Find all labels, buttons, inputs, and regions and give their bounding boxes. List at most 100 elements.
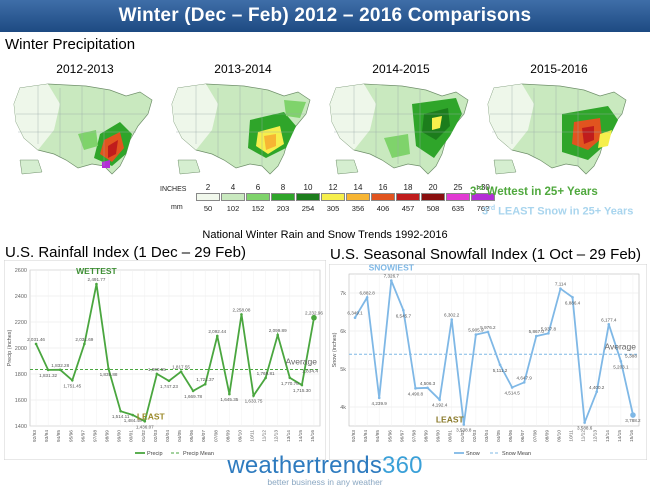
- data-point: [107, 367, 110, 371]
- y-tick-label: 5k: [340, 367, 346, 373]
- data-point: [583, 421, 586, 424]
- x-tick-label: 07/08: [213, 430, 219, 442]
- page-title: Winter (Dec – Feb) 2012 – 2016 Compariso…: [0, 0, 650, 32]
- legend-swatch: [421, 193, 445, 201]
- y-tick-label: 2600: [15, 268, 27, 274]
- data-label: 5,111.2: [493, 368, 508, 373]
- high-annotation: SNOWIEST: [369, 264, 415, 273]
- data-label: 1,645.35: [220, 397, 238, 402]
- data-point: [58, 368, 62, 372]
- data-label: 1,436.07: [136, 424, 154, 429]
- data-label: 2,092.44: [208, 329, 226, 334]
- data-label: 1,747.23: [160, 384, 178, 389]
- legend-mm-value: 254: [301, 204, 315, 213]
- legend-swatch: [446, 193, 470, 201]
- x-tick-label: 00/01: [129, 430, 135, 442]
- data-point: [547, 332, 550, 335]
- snow-note-text: LEAST Snow in 25+ Years: [495, 205, 634, 218]
- logo-word: weathertrends: [227, 452, 383, 479]
- data-label: 7,114: [555, 282, 567, 287]
- data-point: [155, 372, 159, 376]
- data-label: 1,633.75: [245, 399, 263, 404]
- legend-mm-value: 406: [376, 204, 390, 213]
- snowfall-index-chart: 4k 5k 6k 7k 92/93 93/94 94/95 95/96 96/97 97/98 98…: [329, 264, 647, 460]
- data-label: 1,770.76: [281, 381, 299, 386]
- data-label: 4,647.9: [517, 375, 533, 380]
- x-tick-label: 94/95: [56, 430, 62, 442]
- data-point: [571, 296, 574, 299]
- data-point: [215, 334, 219, 338]
- least-snow-note: 3rd LEAST Snow in 25+ Years: [482, 205, 633, 218]
- x-tick-label: 08/09: [225, 430, 231, 442]
- y-tick-label: 1800: [15, 372, 27, 378]
- x-tick-label: 00/01: [448, 430, 454, 442]
- data-point: [131, 413, 135, 417]
- data-label: 1,831.32: [39, 373, 57, 378]
- data-label: 2,031.46: [27, 337, 45, 342]
- legend-mm-value: 152: [251, 204, 265, 213]
- data-point: [179, 370, 183, 374]
- data-point: [34, 342, 38, 346]
- legend-swatch: [321, 193, 345, 201]
- data-point: [486, 330, 490, 334]
- data-point: [498, 363, 502, 367]
- data-point: [595, 390, 599, 394]
- legend-swatch: [346, 193, 370, 201]
- average-annotation: Average: [604, 341, 636, 351]
- x-tick-label: 94/95: [375, 430, 381, 442]
- y-tick-label: 2000: [15, 346, 27, 352]
- y-tick-label: 6k: [340, 329, 346, 335]
- data-label: 1,839.88: [100, 372, 118, 377]
- data-label: 3,788.2: [625, 418, 641, 423]
- precip-map-2014-2015: [329, 83, 469, 175]
- x-tick-label: 14/15: [617, 430, 623, 442]
- x-tick-label: 95/96: [387, 430, 393, 442]
- legend-swatch: [396, 193, 420, 201]
- data-label: 4,490.8: [408, 391, 424, 396]
- data-label: 1,817.55: [172, 365, 190, 370]
- x-tick-label: 02/03: [153, 430, 159, 442]
- legend-mm-value: 102: [226, 204, 240, 213]
- data-point: [438, 398, 441, 401]
- data-label: 5,867.0: [529, 329, 545, 334]
- data-label: 1,751.45: [63, 383, 81, 388]
- data-point: [450, 318, 454, 321]
- x-tick-label: 10/11: [250, 430, 256, 442]
- data-point: [288, 376, 292, 380]
- data-point: [559, 287, 562, 290]
- data-label: 5,203.1: [613, 364, 629, 369]
- x-tick-label: 99/00: [117, 430, 123, 442]
- legend-swatch: [471, 193, 495, 201]
- data-point: [264, 376, 267, 380]
- x-tick-label: 06/07: [520, 430, 526, 442]
- legend-mm-value: 356: [351, 204, 365, 213]
- wettest-note-text: Wettest in 25+ Years: [483, 185, 598, 198]
- data-label: 6,545.7: [396, 313, 412, 318]
- legend-mm-value: 50: [203, 204, 213, 213]
- data-point: [252, 394, 255, 397]
- x-tick-label: 03/04: [484, 430, 490, 442]
- legend-entry: Precip: [147, 451, 163, 457]
- x-tick-label: 06/07: [201, 430, 207, 442]
- data-point: [143, 420, 147, 423]
- data-point: [46, 368, 50, 372]
- x-tick-label: 92/93: [32, 430, 38, 442]
- data-label: 6,886.4: [565, 300, 581, 305]
- data-point: [191, 389, 195, 393]
- x-tick-label: 14/15: [298, 430, 304, 442]
- legend-mm-value: 508: [426, 204, 440, 213]
- legend-inch-value: 14: [353, 183, 363, 192]
- data-point: [203, 382, 207, 386]
- data-point: [167, 379, 171, 383]
- x-tick-label: 08/09: [544, 430, 550, 442]
- y-tick-label: 4k: [340, 405, 346, 411]
- map-year-label: 2013-2014: [214, 62, 272, 76]
- legend-inch-value: 16: [378, 183, 388, 192]
- legend-inch-value: 8: [280, 183, 286, 192]
- y-tick-label: 2400: [15, 294, 27, 300]
- data-point: [607, 322, 611, 326]
- data-point: [70, 379, 74, 382]
- data-label: 1,715.30: [293, 388, 311, 393]
- data-label: 3,538.8: [456, 428, 472, 433]
- x-tick-label: 13/14: [286, 430, 292, 442]
